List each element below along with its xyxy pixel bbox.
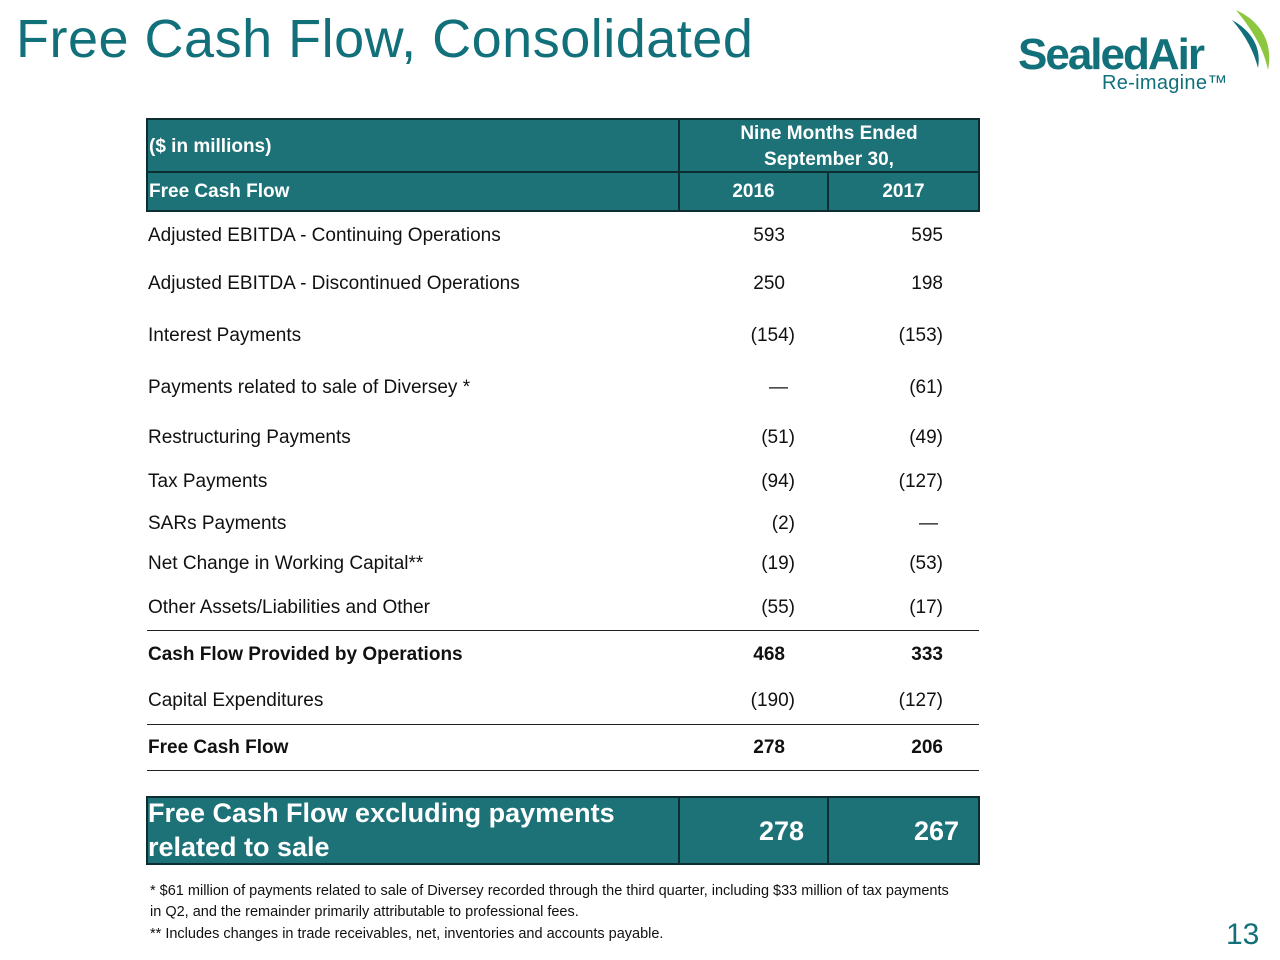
row-label: Cash Flow Provided by Operations	[148, 644, 463, 665]
table-header-section-cell	[146, 171, 680, 212]
row-value-2016: 593	[753, 225, 785, 246]
row-value-2017: (61)	[909, 377, 943, 398]
row-label: SARs Payments	[148, 513, 287, 534]
period-header-line1: Nine Months Ended	[740, 123, 918, 144]
table-divider	[147, 770, 979, 771]
page-number: 13	[1226, 918, 1260, 951]
table-header-year1-cell	[678, 171, 829, 212]
row-value-2017: (153)	[898, 325, 943, 346]
row-value-2017: —	[919, 513, 938, 534]
footnote-diversey: * $61 million of payments related to sal…	[150, 883, 949, 920]
logo-swoosh-icon	[1232, 10, 1270, 70]
row-label: Net Change in Working Capital**	[148, 553, 424, 574]
table-divider	[147, 724, 979, 725]
row-value-2017: 206	[911, 737, 943, 758]
summary-label-line2: related to sale	[148, 832, 330, 862]
period-header-line2: September 30,	[764, 149, 894, 170]
row-value-2017: (17)	[909, 597, 943, 618]
logo-tagline: Re-imagine™	[1102, 72, 1228, 94]
summary-2017-cell	[827, 796, 980, 865]
row-label: Tax Payments	[148, 471, 268, 492]
row-value-2017: 333	[911, 644, 943, 665]
summary-value-2016: 278	[758, 816, 804, 846]
summary-2016-cell	[678, 796, 829, 865]
row-label: Other Assets/Liabilities and Other	[148, 597, 430, 618]
row-value-2016: (190)	[750, 690, 795, 711]
year-2016-header: 2016	[732, 181, 775, 202]
row-value-2017: (127)	[898, 690, 943, 711]
row-label: Adjusted EBITDA - Discontinued Operation…	[148, 273, 520, 294]
row-label: Adjusted EBITDA - Continuing Operations	[148, 225, 501, 246]
sealed-air-logo: SealedAir Re-imagine™	[1018, 6, 1280, 102]
row-value-2017: (127)	[898, 471, 943, 492]
row-value-2016: (94)	[761, 471, 795, 492]
table-unit-label: ($ in millions)	[149, 136, 272, 157]
row-value-2016: (2)	[771, 513, 795, 534]
table-divider	[147, 630, 979, 631]
summary-label-cell	[146, 796, 680, 865]
row-value-2016: (55)	[761, 597, 795, 618]
row-label: Capital Expenditures	[148, 690, 324, 711]
row-value-2017: (53)	[909, 553, 943, 574]
footnote-working-capital: ** Includes changes in trade receivables…	[150, 926, 664, 942]
row-value-2016: (19)	[761, 553, 795, 574]
row-label: Restructuring Payments	[148, 427, 351, 448]
logo-wordmark: SealedAir	[1018, 30, 1205, 79]
row-label: Interest Payments	[148, 325, 302, 346]
row-value-2016: 468	[753, 644, 785, 665]
row-value-2016: —	[769, 377, 788, 398]
row-label: Free Cash Flow	[148, 737, 289, 758]
table-header-year2-cell	[827, 171, 980, 212]
row-label: Payments related to sale of Diversey *	[148, 377, 471, 398]
row-value-2017: 198	[911, 273, 943, 294]
row-value-2017: 595	[911, 225, 943, 246]
row-value-2016: (154)	[750, 325, 795, 346]
summary-label-line1: Free Cash Flow excluding payments	[148, 798, 615, 828]
slide-title: Free Cash Flow, Consolidated	[16, 9, 754, 69]
row-value-2016: (51)	[761, 427, 795, 448]
row-value-2016: 250	[753, 273, 785, 294]
year-2017-header: 2017	[882, 181, 925, 202]
row-value-2017: (49)	[909, 427, 943, 448]
section-label: Free Cash Flow	[149, 181, 290, 202]
row-value-2016: 278	[753, 737, 785, 758]
table-header-unit-cell	[146, 118, 680, 173]
summary-value-2017: 267	[913, 816, 959, 846]
